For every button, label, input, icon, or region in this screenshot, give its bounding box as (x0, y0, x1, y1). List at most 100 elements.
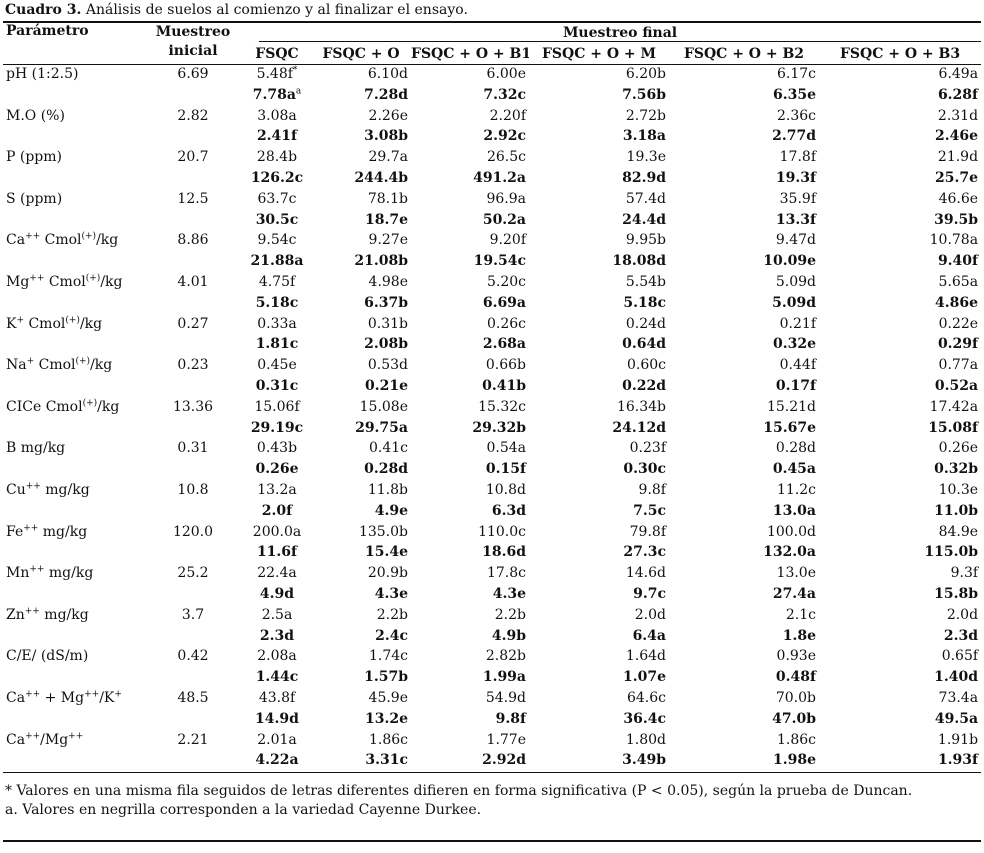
value-text: 26.5c (486, 149, 526, 166)
value-cayenne-durkee: 27.4a (669, 584, 819, 605)
value-cayenne-durkee: 7.32c (411, 85, 529, 106)
value-cell: 17.8f (669, 147, 819, 168)
parameter-label: CICe Cmol(+)/kg (3, 397, 143, 439)
initial-value: 3.7 (181, 606, 205, 623)
value-text: 6.20b (625, 66, 666, 82)
value-text: 9.8f (495, 710, 526, 727)
value-text: 17.8f (779, 149, 816, 166)
value-cayenne-durkee: 244.4b (311, 168, 411, 189)
header-muestreo-final: Muestreo final (243, 23, 982, 43)
initial-value: 4.01 (177, 273, 209, 290)
value-text: 15.8b (934, 585, 979, 602)
value-cayenne-durkee: 9.7c (529, 584, 669, 605)
value-cell: 0.26e (819, 438, 981, 459)
value-text: 0.24d (625, 315, 666, 332)
value-cayenne-durkee: 0.32b (819, 459, 981, 480)
value-text: 0.48f (775, 669, 816, 686)
value-cell: 22.4a (243, 563, 311, 584)
table-row: B mg/kg 0.31 0.43b 0.41c 0.54a 0.23f 0.28d 0.26… (3, 438, 981, 459)
footnote-marker: a (295, 86, 302, 97)
value-cell: 26.5c (411, 147, 529, 168)
value-cell: 6.49a (819, 64, 981, 85)
parameter-label-part: Fe (6, 523, 24, 540)
value-text: 1.93f (937, 752, 979, 769)
parameter-label: M.O (%) (3, 106, 143, 148)
parameter-label: Ca++/Mg++ (3, 730, 143, 772)
value-text: 6.17c (776, 66, 816, 82)
table-row-bold: 2.41f 3.08b 2.92c 3.18a 2.77d 2.46e (3, 126, 981, 147)
value-cell: 2.5a (243, 605, 311, 626)
value-cell: 2.0d (529, 605, 669, 626)
table-row-bold: 4.9d 4.3e 4.3e 9.7c 27.4a 15.8b (3, 584, 981, 605)
value-cell: 2.01a (243, 730, 311, 751)
value-cell: 0.22e (819, 314, 981, 335)
value-text: 5.54b (625, 273, 666, 290)
value-text: 1.44c (255, 669, 299, 686)
initial-value: 20.7 (177, 149, 209, 166)
value-cayenne-durkee: 13.2e (311, 709, 411, 730)
table-row: Cu++ mg/kg 10.8 13.2a 11.8b 10.8d 9.8f 11.2c 10… (3, 480, 981, 501)
parameter-label-part: Cmol (40, 232, 82, 249)
value-text: 3.31c (365, 752, 408, 769)
end-rule (3, 840, 981, 842)
value-text: 126.2c (250, 169, 304, 186)
value-cell: 64.6c (529, 688, 669, 709)
initial-value: 0.42 (177, 648, 209, 665)
value-text: 18.6d (482, 544, 526, 561)
value-cayenne-durkee: 10.09e (669, 251, 819, 272)
value-text: 0.66b (485, 357, 526, 374)
value-text: 17.42a (929, 398, 979, 415)
value-text: 18.7e (364, 211, 408, 228)
initial-value: 0.27 (177, 315, 209, 332)
soil-analysis-table: Parámetro Muestreo inicial Muestreo fina… (3, 23, 982, 771)
value-text: 13.0a (772, 502, 816, 519)
value-cayenne-durkee: 0.45a (669, 459, 819, 480)
value-cayenne-durkee: 15.67e (669, 418, 819, 439)
value-cayenne-durkee: 6.35e (669, 85, 819, 106)
value-cell: 5.20c (411, 272, 529, 293)
value-cayenne-durkee: 0.32e (669, 334, 819, 355)
table-row-bold: 30.5c 18.7e 50.2a 24.4d 13.3f 39.5b (3, 210, 981, 231)
value-cell: 35.9f (669, 189, 819, 210)
parameter-label: K+ Cmol(+)/kg (3, 314, 143, 356)
value-text: 15.06f (254, 398, 300, 415)
table-row: Ca++/Mg++ 2.21 2.01a 1.86c 1.77e 1.80d 1.86c 1.… (3, 730, 981, 751)
value-text: 9.47d (775, 232, 816, 249)
value-text: 15.4e (364, 544, 408, 561)
value-cell: 6.00e (411, 64, 529, 85)
value-cell: 0.66b (411, 355, 529, 376)
value-cell: 0.26c (411, 314, 529, 335)
header-muestreo-inicial-line1: Muestreo (155, 24, 231, 40)
value-cell: 2.0d (819, 605, 981, 626)
value-text: 5.18c (255, 294, 299, 311)
value-cell: 5.65a (819, 272, 981, 293)
value-text: 11.2c (776, 481, 816, 498)
value-cayenne-durkee: 0.22d (529, 376, 669, 397)
table-row-bold: 4.22a 3.31c 2.92d 3.49b 1.98e 1.93f (3, 750, 981, 771)
table-row: Mg++ Cmol(+)/kg 4.01 4.75f 4.98e 5.20c 5.54b 5… (3, 272, 981, 293)
value-cayenne-durkee: 0.52a (819, 376, 981, 397)
value-text: 4.3e (492, 585, 526, 602)
value-cayenne-durkee: 1.99a (411, 667, 529, 688)
value-cayenne-durkee: 132.0a (669, 542, 819, 563)
value-text: 200.0a (252, 523, 302, 540)
value-text: 13.0e (776, 565, 816, 582)
value-text: 5.18c (623, 294, 666, 311)
value-cayenne-durkee: 15.4e (311, 542, 411, 563)
value-cayenne-durkee: 13.3f (669, 210, 819, 231)
value-text: 0.43b (256, 440, 298, 457)
value-cell: 84.9e (819, 522, 981, 543)
value-text: 4.75f (258, 273, 296, 290)
value-text: 18.08d (612, 253, 666, 270)
parameter-label-part: Cu (6, 481, 26, 498)
value-cell: 2.2b (411, 605, 529, 626)
value-text: 6.3d (491, 502, 526, 519)
value-cayenne-durkee: 7.5c (529, 501, 669, 522)
value-cayenne-durkee: 36.4c (529, 709, 669, 730)
value-text: 57.4d (625, 190, 666, 207)
value-text: 70.0b (775, 689, 816, 706)
table-row-bold: 5.18c 6.37b 6.69a 5.18c 5.09d 4.86e (3, 293, 981, 314)
value-cayenne-durkee: 4.86e (819, 293, 981, 314)
table-row-bold: 21.88a 21.08b 19.54c 18.08d 10.09e 9.40f (3, 251, 981, 272)
value-cell: 1.80d (529, 730, 669, 751)
